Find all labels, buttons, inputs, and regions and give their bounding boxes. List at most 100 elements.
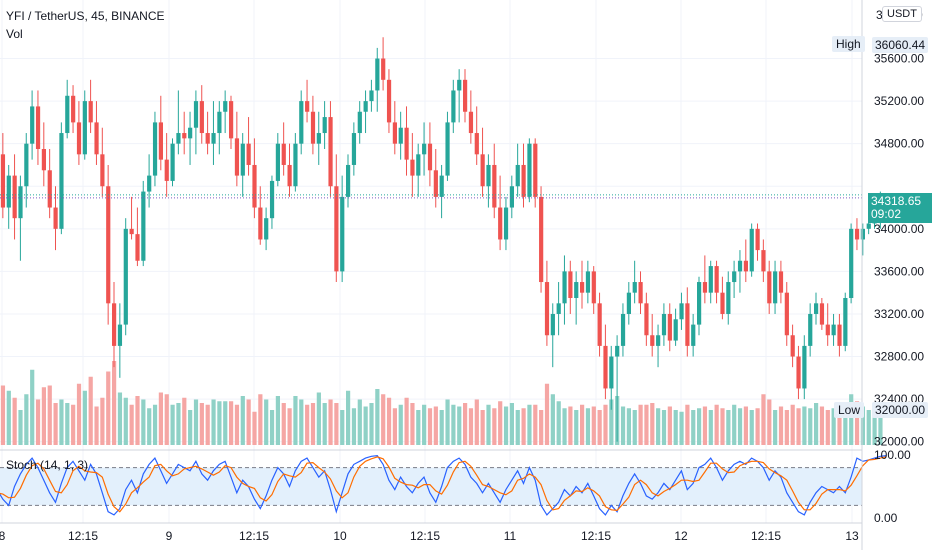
candle-body [188,127,193,139]
volume-bar [328,399,333,445]
candle-body [697,282,702,325]
candle-body [281,143,286,165]
volume-bar [24,394,29,445]
candle-body [632,282,637,293]
price-axis-label: 32800.00 [874,350,924,364]
candle-body [106,186,111,304]
volume-bar [117,392,123,445]
volume-bar [638,404,643,445]
volume-bar [790,404,795,445]
candle-body [322,117,327,134]
volume-bar [656,408,661,445]
volume-bar [375,389,380,445]
price-axis-labels[interactable]: 35600.00 35200.00 34800.00 34000.00 33600.00… [874,52,924,449]
candle-body [708,266,713,293]
candle-body [562,271,567,304]
volume-legend[interactable]: Vol [6,27,23,41]
candle-body [199,101,204,134]
candle-body [193,101,199,128]
volume-bar [814,403,819,445]
volume-bar [673,410,678,445]
candle-body [170,143,175,181]
candle-body [527,143,532,197]
candle-body [386,79,392,123]
candle-body [854,228,860,240]
volume-bar [427,408,433,445]
volume-bar [193,399,199,445]
candle-body [340,196,345,272]
price-axis-label: 34000.00 [874,222,924,236]
candle-body [410,159,415,176]
currency-edge-left: 3 [876,8,883,22]
candle-body [638,282,643,304]
candle-body [439,175,444,197]
candle-body [749,228,754,272]
candle-body [790,335,795,357]
candle-body [580,282,585,293]
time-axis-label: 9 [166,529,173,543]
candle-body [837,324,842,346]
volume-bar [849,394,854,445]
volume-bar [88,376,93,445]
candle-body [849,228,854,298]
candle-body [468,111,474,134]
candle-body [53,207,58,229]
volume-bar [556,401,561,445]
volume-bar [743,406,748,445]
price-axis-label: 35200.00 [874,94,924,108]
volume-bar [82,390,87,445]
volume-bar [398,404,403,445]
candle-body [474,133,479,155]
candle-body [521,164,526,197]
time-axis-label: 12:15 [68,529,98,543]
candle-body [30,106,35,144]
volume-bar [632,410,637,445]
price-axis-label: 33600.00 [874,264,924,278]
symbol-title[interactable]: YFI / TetherUS, 45, BINANCE [6,9,165,23]
volume-bar [691,410,696,445]
candle-body [398,127,403,144]
candle-body [673,319,678,341]
volume-bar [585,408,591,445]
volume-bar [486,404,491,445]
volume-bar [539,410,544,445]
volume-bar [439,410,444,445]
candle-body [597,303,602,346]
candle-body [205,133,210,144]
volume-bar [878,408,883,445]
volume-bar [316,392,321,445]
candle-body [117,324,123,346]
volume-bar [661,410,667,445]
candle-body [293,143,298,187]
volume-bar [0,385,6,445]
volume-bar [152,404,158,445]
candle-body [726,282,731,314]
volume-bar [831,408,836,445]
volume-bar [346,390,351,445]
candle-body [0,154,6,208]
time-axis-label: 11 [504,529,517,543]
candle-body [182,133,187,139]
volume-bar [264,399,269,445]
volume-bar [334,403,339,445]
stoch-legend[interactable]: Stoch (14, 1, 3) [6,458,89,472]
volume-bar [468,408,474,445]
candle-body [211,133,216,144]
volume-bar [363,406,368,445]
volume-bar [59,399,64,445]
candle-body [743,260,748,272]
volume-bar [568,406,573,445]
candle-body [328,117,333,187]
volume-bar [170,404,175,445]
volume-bar [509,403,514,445]
time-axis-label: 8 [0,529,6,543]
volume-bar [726,410,731,445]
low-tag: Low [834,402,865,418]
volume-bar [182,397,187,445]
volume-bar [445,399,450,445]
currency-button[interactable]: USDT [882,6,922,22]
candle-body [626,292,631,314]
time-axis-labels[interactable]: 8 12:15 9 12:15 10 12:15 11 12:15 12 12:15 13 [0,529,859,543]
candle-body [509,186,514,208]
